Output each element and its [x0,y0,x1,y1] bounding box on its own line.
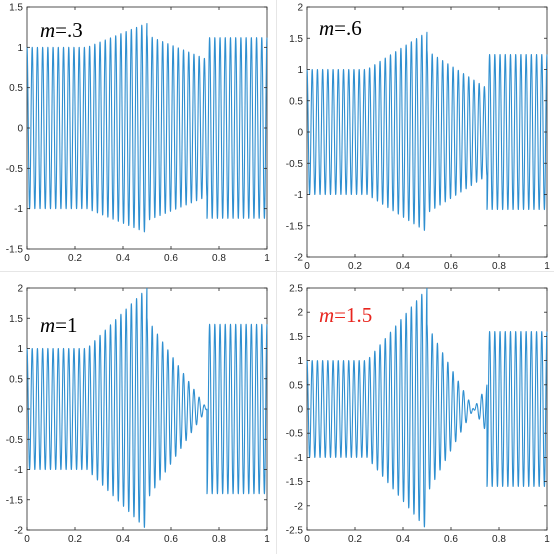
y-tick-label: -1 [14,204,23,215]
y-tick-label: -0.5 [286,429,304,440]
x-tick-label: 1 [544,261,550,272]
chart-svg: 0 0.2 0.4 0.6 0.8 1 2.5 2 1.5 1 0.5 0 -0.5 -1 -1.5 -2 -2… [286,284,550,546]
y-tick-label: 1.5 [289,332,303,343]
y-tick-label: 1.5 [9,3,23,14]
x-tick-label: 0 [304,534,310,545]
x-tick-label: 0.6 [164,253,178,264]
x-tick-label: 0.4 [396,534,410,545]
y-tick-label: -2 [14,526,23,537]
x-tick-label: 1 [264,253,270,264]
y-tick-label: 1 [17,344,23,355]
y-tick-label: -1.5 [286,477,304,488]
y-tick-label: 1.5 [289,34,303,45]
x-tick-label: 0 [24,534,30,545]
x-tick-label: 0.4 [116,253,130,264]
x-tick-label: 0 [24,253,30,264]
modulation-variable: m [40,313,55,337]
modulation-value: =1 [55,313,77,337]
signal-series [26,287,268,528]
plot-panel-m-1.5: 0 0.2 0.4 0.6 0.8 1 2.5 2 1.5 1 0.5 0 -0.5 -1 -1.5 -2 -2… [277,272,554,554]
modulation-value: =1.5 [334,303,372,327]
modulation-value: =.3 [55,18,83,42]
modulation-value: =.6 [334,16,362,40]
x-tick-label: 0.6 [164,534,178,545]
y-tick-label: -2 [294,501,303,512]
y-tick-label: 0 [297,405,303,416]
x-tick-label: 0 [304,261,310,272]
y-tick-label: -1 [294,190,303,201]
y-tick-label: 1 [17,43,23,54]
y-tick-label: -2.5 [286,526,304,537]
modulation-variable: m [319,303,334,327]
panel-divider-vertical [276,0,277,554]
chart-svg: 0 0.2 0.4 0.6 0.8 1 2 1.5 1 0.5 0 -0.5 -1 -1.5 -2 m=.6 [286,3,550,273]
chart-svg: 0 0.2 0.4 0.6 0.8 1 2 1.5 1 0.5 0 -0.5 -1 -1.5 -2 m=1 [6,284,270,546]
y-tick-label: 0 [17,124,23,135]
x-tick-label: 0.2 [348,534,362,545]
y-tick-label: 2 [297,308,303,319]
y-tick-label: -1.5 [6,245,24,256]
modulation-index-label: m=1.5 [319,303,372,327]
y-tick-label: -0.5 [6,164,24,175]
y-tick-label: 1.5 [9,314,23,325]
x-tick-label: 0.8 [492,534,506,545]
x-tick-label: 0.6 [444,534,458,545]
x-tick-label: 0.8 [212,534,226,545]
signal-series [26,22,268,233]
modulation-index-label: m=.6 [319,16,362,40]
plot-panel-m-0.3: 0 0.2 0.4 0.6 0.8 1 1.5 1 0.5 0 -0.5 -1 -1.5 m=.3 [0,0,276,271]
modulation-variable: m [319,16,334,40]
modulation-index-label: m=1 [40,313,78,337]
chart-svg: 0 0.2 0.4 0.6 0.8 1 1.5 1 0.5 0 -0.5 -1 -1.5 m=.3 [6,3,270,265]
x-tick-label: 0.4 [116,534,130,545]
panel-divider-horizontal [0,271,554,272]
modulation-variable: m [40,18,55,42]
x-tick-label: 0.2 [68,253,82,264]
y-tick-label: -1 [294,453,303,464]
y-tick-label: 2 [17,284,23,295]
y-tick-label: 0.5 [289,380,303,391]
x-tick-label: 0.2 [68,534,82,545]
y-tick-label: 0 [297,128,303,139]
x-tick-label: 0.8 [212,253,226,264]
y-tick-label: 0.5 [9,374,23,385]
x-tick-label: 1 [264,534,270,545]
x-tick-label: 1 [544,534,550,545]
x-tick-label: 0.2 [348,261,362,272]
y-tick-label: 1 [297,356,303,367]
y-tick-label: 2.5 [289,284,303,295]
x-tick-label: 0.6 [444,261,458,272]
y-tick-label: 0.5 [9,83,23,94]
y-tick-label: -2 [294,253,303,264]
plot-panel-m-0.6: 0 0.2 0.4 0.6 0.8 1 2 1.5 1 0.5 0 -0.5 -1 -1.5 -2 m=.6 [277,0,554,273]
y-tick-label: 0 [17,405,23,416]
x-tick-label: 0.4 [396,261,410,272]
y-tick-label: -1 [14,465,23,476]
modulation-index-label: m=.3 [40,18,83,42]
y-tick-label: -0.5 [6,435,24,446]
y-tick-label: -0.5 [286,159,304,170]
y-tick-label: 1 [297,65,303,76]
y-tick-label: 2 [297,3,303,14]
signal-series [306,287,548,528]
signal-series [306,31,548,231]
plot-panel-m-1: 0 0.2 0.4 0.6 0.8 1 2 1.5 1 0.5 0 -0.5 -1 -1.5 -2 m=1 [0,272,276,554]
y-tick-label: -1.5 [286,221,304,232]
x-tick-label: 0.8 [492,261,506,272]
y-tick-label: -1.5 [6,495,24,506]
y-tick-label: 0.5 [289,96,303,107]
